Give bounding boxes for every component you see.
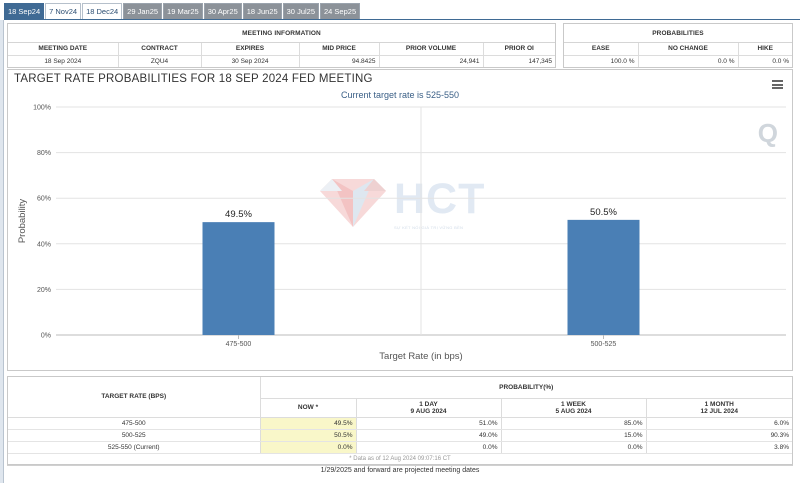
col-prior-oi: PRIOR OI	[483, 43, 555, 56]
col-1-month: 1 MONTH 12 JUL 2024	[646, 398, 792, 418]
meeting-information-header: MEETING INFORMATION	[8, 24, 555, 43]
col-expires: EXPIRES	[201, 43, 300, 56]
tab-meeting-date[interactable]: 18 Jun25	[242, 3, 282, 19]
week-cell: 0.0%	[501, 441, 647, 454]
probability-table-panel: TARGET RATE (BPS) PROBABILITY(%) NOW * 1…	[7, 376, 793, 465]
table-row: 500-525 50.5% 49.0% 15.0% 90.3%	[8, 429, 792, 442]
y-tick-label: 100%	[33, 105, 51, 112]
x-tick-label: 500-525	[591, 341, 617, 348]
chart-menu-icon[interactable]	[772, 80, 783, 89]
now-cell: 50.5%	[260, 429, 357, 442]
footer-divider	[7, 465, 793, 466]
meeting-date-tabs: 18 Sep24 7 Nov24 18 Dec24 29 Jan25 19 Mar25 3…	[4, 3, 361, 20]
col-mid-price: MID PRICE	[299, 43, 380, 56]
bar-chart: 0% 20% 40% 60% 80% 100% 49.5% 475-500 50.5% 500-5…	[17, 105, 786, 362]
meeting-information-panel: MEETING INFORMATION MEETING DATE CONTRAC…	[7, 23, 556, 68]
col-target-rate: TARGET RATE (BPS)	[8, 377, 261, 418]
bar-data-label: 49.5%	[225, 209, 252, 220]
rate-cell: 525-550 (Current)	[8, 441, 261, 454]
day-cell: 51.0%	[356, 417, 502, 430]
probabilities-table: EASE NO CHANGE HIKE 100.0 % 0.0 % 0.0 %	[564, 43, 792, 67]
tab-meeting-date[interactable]: 19 Mar25	[163, 3, 203, 19]
chart-subtitle: Current target rate is 525-550	[340, 90, 460, 100]
col-ease: EASE	[564, 43, 639, 56]
col-meeting-date: MEETING DATE	[8, 43, 119, 56]
col-1-day: 1 DAY 9 AUG 2024	[356, 398, 502, 418]
y-tick-label: 20%	[37, 287, 51, 294]
tabs-underline	[4, 19, 800, 20]
y-axis-title: Probability	[17, 199, 28, 244]
q-logo-icon: Q	[757, 118, 778, 148]
no-change-value: 0.0 %	[638, 55, 739, 67]
chart-panel: TARGET RATE PROBABILITIES FOR 18 SEP 202…	[7, 69, 793, 371]
meeting-date-value: 18 Sep 2024	[8, 55, 119, 67]
week-cell: 15.0%	[501, 429, 647, 442]
y-tick-label: 40%	[37, 241, 51, 248]
x-axis-title: Target Rate (in bps)	[379, 351, 462, 362]
bar	[567, 219, 640, 335]
tab-meeting-date[interactable]: 30 Jul25	[282, 3, 319, 19]
probabilities-header: PROBABILITIES	[564, 24, 792, 43]
month-cell: 90.3%	[646, 429, 792, 442]
day-cell: 0.0%	[356, 441, 502, 454]
probability-table: TARGET RATE (BPS) PROBABILITY(%) NOW * 1…	[8, 377, 792, 464]
col-contract: CONTRACT	[118, 43, 202, 56]
month-cell: 3.8%	[646, 441, 792, 454]
tab-meeting-date[interactable]: 30 Apr25	[203, 3, 242, 19]
chart-title: TARGET RATE PROBABILITIES FOR 18 SEP 202…	[14, 73, 373, 85]
prior-volume-value: 24,941	[379, 55, 484, 67]
probabilities-panel: PROBABILITIES EASE NO CHANGE HIKE 100.0 …	[563, 23, 793, 68]
table-row: 475-500 49.5% 51.0% 85.0% 6.0%	[8, 417, 792, 430]
tab-meeting-date[interactable]: 18 Dec24	[82, 3, 123, 19]
expires-value: 30 Sep 2024	[201, 55, 300, 67]
col-prior-volume: PRIOR VOLUME	[379, 43, 484, 56]
projected-dates-footnote: 1/29/2025 and forward are projected meet…	[320, 467, 480, 474]
y-tick-label: 80%	[37, 150, 51, 157]
tab-meeting-date[interactable]: 29 Jan25	[123, 3, 163, 19]
tab-meeting-date[interactable]: 7 Nov24	[45, 3, 82, 19]
bar	[202, 222, 275, 335]
contract-value: ZQU4	[118, 55, 202, 67]
col-no-change: NO CHANGE	[638, 43, 739, 56]
tab-meeting-date[interactable]: 18 Sep24	[4, 3, 45, 19]
col-1-week: 1 WEEK 5 AUG 2024	[501, 398, 647, 418]
ease-value: 100.0 %	[564, 55, 639, 67]
month-cell: 6.0%	[646, 417, 792, 430]
mid-price-value: 94.8425	[299, 55, 380, 67]
diamond-logo-icon	[320, 179, 386, 227]
meeting-information-table: MEETING DATE CONTRACT EXPIRES MID PRICE …	[8, 43, 555, 67]
y-tick-label: 60%	[37, 196, 51, 203]
prior-oi-value: 147,345	[528, 57, 553, 65]
data-as-of-note: * Data as of 12 Aug 2024 09:07:16 CT	[349, 455, 451, 462]
hct-watermark: HCT SỰ KẾT NỐI GIÁ TRỊ VỮNG BỀN	[312, 175, 502, 235]
rate-cell: 475-500	[8, 417, 261, 430]
watermark-subtext: SỰ KẾT NỐI GIÁ TRỊ VỮNG BỀN	[394, 225, 464, 230]
watermark-text: HCT	[394, 175, 486, 223]
now-cell: 0.0%	[260, 441, 357, 454]
rate-cell: 500-525	[8, 429, 261, 442]
day-cell: 49.0%	[356, 429, 502, 442]
col-now: NOW *	[260, 398, 357, 418]
x-tick-label: 475-500	[226, 341, 252, 348]
left-frame-strip	[0, 20, 4, 483]
hike-value: 0.0 %	[772, 57, 789, 65]
now-cell: 49.5%	[260, 417, 357, 430]
y-tick-label: 0%	[41, 333, 51, 340]
table-row: 525-550 (Current) 0.0% 0.0% 0.0% 3.8%	[8, 441, 792, 454]
week-cell: 85.0%	[501, 417, 647, 430]
bar-data-label: 50.5%	[590, 207, 617, 218]
col-hike: HIKE	[738, 43, 792, 56]
tab-meeting-date[interactable]: 24 Sep25	[320, 3, 361, 19]
col-probability: PROBABILITY(%)	[260, 377, 792, 399]
